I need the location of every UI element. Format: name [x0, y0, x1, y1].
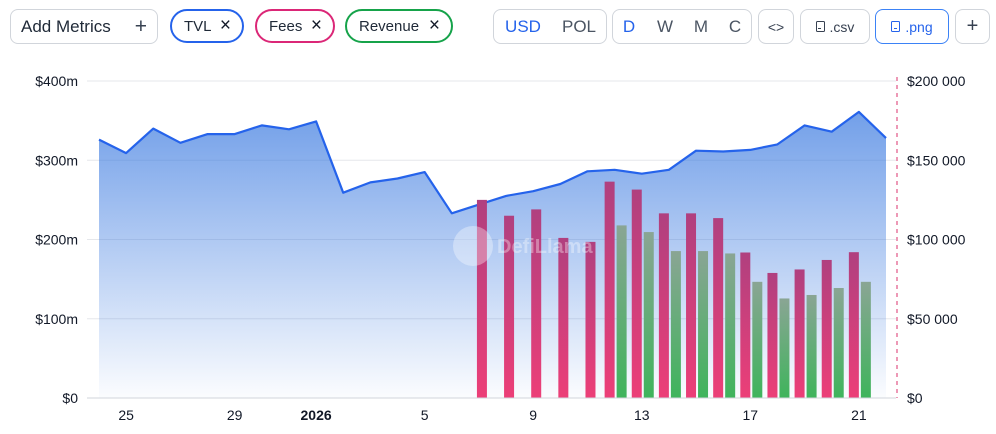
- axes: $0 $100m $200m $300m $400m $0 $50 000 $100 000 $…: [35, 73, 965, 423]
- close-icon[interactable]: ×: [310, 15, 322, 36]
- currency-pol[interactable]: POL: [561, 16, 597, 36]
- y-tick-label-right: $100 000: [907, 232, 966, 248]
- fees-bar: [604, 181, 615, 398]
- interval-monthly[interactable]: M: [693, 16, 709, 36]
- plus-icon: +: [134, 15, 147, 38]
- chip-label: Fees: [269, 17, 303, 35]
- embed-button[interactable]: <>: [758, 9, 794, 44]
- tvl-fees-revenue-chart: DefiLlama $0 $100m $200m $300m $400m $0 $50 00…: [35, 73, 965, 423]
- watermark: DefiLlama: [453, 226, 593, 266]
- revenue-bar: [616, 225, 627, 398]
- fees-bar: [767, 272, 778, 398]
- y-tick-label-left: $300m: [35, 152, 78, 168]
- add-metrics-button[interactable]: Add Metrics +: [10, 9, 158, 44]
- fees-bar: [558, 237, 569, 398]
- metric-chip-fees[interactable]: Fees ×: [255, 9, 335, 43]
- x-tick-label: 21: [851, 407, 867, 423]
- fees-bar: [740, 252, 751, 398]
- interval-toggle: D W M C: [612, 9, 752, 44]
- download-file-icon: [815, 21, 825, 32]
- fees-bar: [821, 259, 832, 398]
- y-tick-label-left: $400m: [35, 73, 78, 89]
- x-tick-label: 17: [743, 407, 759, 423]
- revenue-bar: [725, 253, 736, 398]
- revenue-bar: [779, 298, 790, 398]
- interval-weekly[interactable]: W: [656, 16, 674, 36]
- y-tick-label-left: $0: [62, 390, 78, 406]
- y-tick-label-right: $200 000: [907, 73, 966, 89]
- embed-icon: <>: [767, 18, 785, 35]
- add-chart-button[interactable]: +: [955, 9, 990, 44]
- x-tick-label: 25: [118, 407, 134, 423]
- y-tick-label-right: $150 000: [907, 152, 966, 168]
- interval-daily[interactable]: D: [622, 16, 636, 36]
- download-file-icon: [891, 21, 901, 32]
- fees-bar: [658, 213, 669, 398]
- y-tick-label-left: $200m: [35, 232, 78, 248]
- metric-chip-tvl[interactable]: TVL ×: [170, 9, 244, 43]
- x-tick-label: 5: [421, 407, 429, 423]
- watermark-text: DefiLlama: [497, 236, 593, 258]
- fees-bar: [504, 215, 515, 398]
- revenue-bar: [806, 294, 817, 398]
- fees-bar: [848, 252, 859, 398]
- chip-label: TVL: [184, 17, 212, 35]
- revenue-bar: [698, 251, 709, 398]
- fees-bar: [476, 199, 487, 398]
- revenue-bar: [833, 288, 844, 398]
- revenue-bar: [643, 232, 654, 398]
- fees-bar: [585, 241, 596, 398]
- add-metrics-label: Add Metrics: [21, 16, 111, 36]
- plus-icon: +: [966, 15, 979, 37]
- revenue-bar: [752, 281, 763, 398]
- chart-toolbar: Add Metrics + TVL × Fees × Revenue × USD…: [0, 0, 996, 52]
- csv-label: .csv: [829, 18, 855, 35]
- currency-toggle: USD POL: [493, 9, 607, 44]
- currency-usd[interactable]: USD: [505, 16, 541, 36]
- x-tick-label: 9: [529, 407, 537, 423]
- csv-download-button[interactable]: .csv: [800, 9, 870, 44]
- watermark-logo-icon: [453, 226, 493, 266]
- x-tick-label: 13: [634, 407, 650, 423]
- interval-cumulative[interactable]: C: [728, 16, 742, 36]
- metric-chip-revenue[interactable]: Revenue ×: [345, 9, 453, 43]
- fees-bar: [631, 189, 642, 398]
- fees-bar: [713, 218, 724, 398]
- revenue-bar: [670, 251, 681, 398]
- png-download-button[interactable]: .png: [875, 9, 949, 44]
- chip-label: Revenue: [359, 17, 420, 35]
- x-tick-label: 29: [227, 407, 243, 423]
- fees-bar: [794, 269, 805, 398]
- y-tick-label-left: $100m: [35, 311, 78, 327]
- y-tick-label-right: $50 000: [907, 311, 958, 327]
- y-tick-label-right: $0: [907, 390, 923, 406]
- tvl-line: [98, 110, 887, 215]
- close-icon[interactable]: ×: [219, 15, 231, 36]
- png-label: .png: [905, 18, 933, 35]
- fees-bar: [686, 213, 697, 398]
- fees-bar: [531, 209, 542, 398]
- x-tick-label: 2026: [301, 407, 332, 423]
- close-icon[interactable]: ×: [428, 15, 440, 36]
- revenue-bar: [860, 281, 871, 398]
- bars-layer: [476, 181, 871, 398]
